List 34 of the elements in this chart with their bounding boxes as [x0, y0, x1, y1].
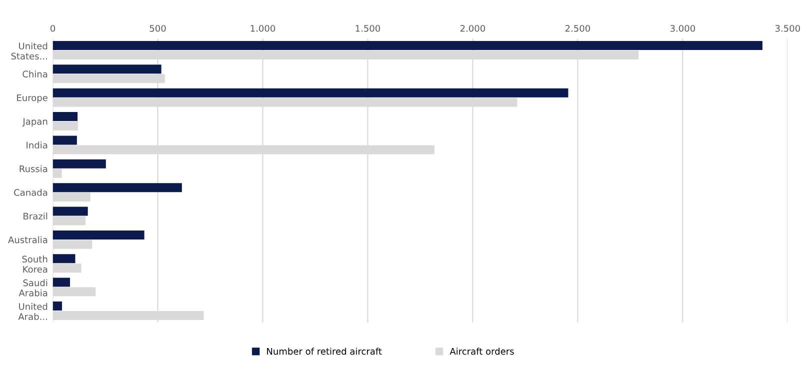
y-tick-label: Europe [17, 94, 48, 103]
bar [52, 278, 70, 287]
bar [52, 230, 144, 240]
x-tick-label: 1.500 [356, 24, 380, 32]
x-tick-label: 0 [50, 24, 56, 32]
bar [52, 159, 106, 168]
y-tick-label: Russia [20, 165, 48, 172]
y-tick-label: South Korea [22, 256, 48, 273]
y-tick-label: United States... [11, 42, 48, 60]
bar [52, 254, 76, 264]
y-tick-label: Australia [8, 236, 48, 244]
y-tick-label: Saudi Arabia [18, 279, 48, 296]
x-tick-label: 2.000 [460, 24, 486, 32]
bar [52, 64, 162, 74]
bar [52, 183, 182, 192]
bar [52, 112, 78, 122]
y-tick-label: Canada [14, 188, 48, 196]
y-tick-label: Japan [22, 118, 48, 127]
x-tick-label: 500 [150, 24, 166, 32]
y-tick-label: India [26, 142, 48, 149]
x-tick-label: 1.000 [250, 24, 276, 32]
bar [52, 301, 62, 310]
bar [52, 136, 77, 145]
y-tick-label: Brazil [24, 212, 48, 220]
bar [52, 206, 88, 216]
y-tick-label: United Arab... [18, 302, 48, 320]
x-tick-label: 3.000 [670, 24, 695, 32]
x-tick-label: 2.500 [565, 24, 590, 32]
x-tick-label: 3.500 [775, 24, 800, 32]
legend-label: Number of retired aircraft [267, 348, 382, 355]
legend-label: Aircraft orders [450, 348, 514, 355]
y-tick-label: China [22, 70, 48, 78]
bar [52, 88, 568, 98]
bar [52, 41, 762, 50]
